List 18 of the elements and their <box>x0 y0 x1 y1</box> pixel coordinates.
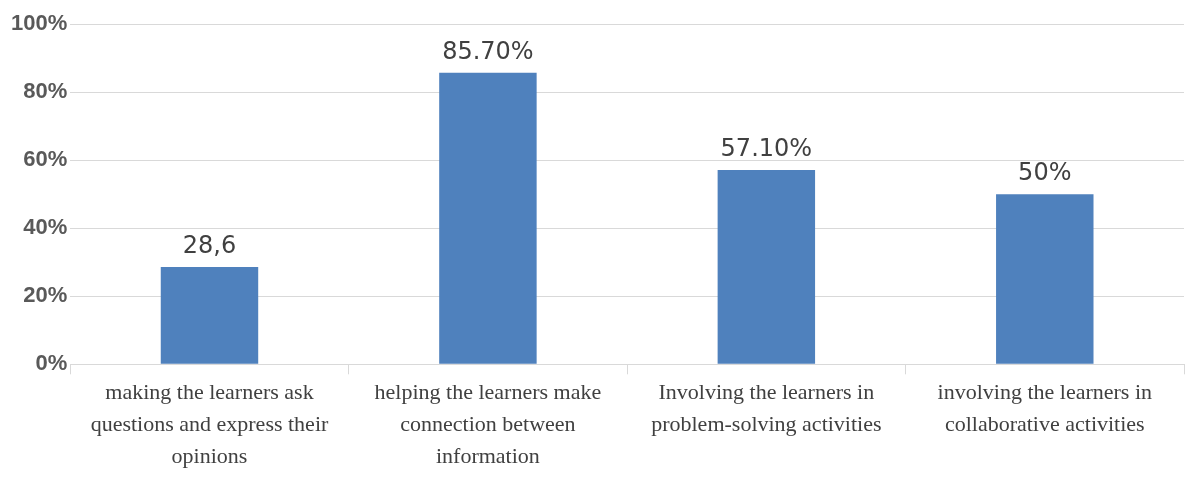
y-tick-label: 80% <box>23 78 68 104</box>
y-tick-label: 20% <box>23 282 68 308</box>
y-tick-label: 0% <box>35 350 68 376</box>
y-tick-label: 60% <box>23 146 68 172</box>
x-tick-label: making the learners ask questions and express their opinions <box>90 379 329 468</box>
bar <box>160 267 259 364</box>
y-tick-label: 40% <box>23 214 68 240</box>
data-label: 85.70% <box>442 37 534 66</box>
data-label: 28,6 <box>182 231 237 260</box>
x-tick-label: involving the learners in collaborative activities <box>937 379 1153 436</box>
bar <box>439 72 537 364</box>
x-tick-label: helping the learners make connection between information <box>374 379 602 468</box>
y-tick-label: 100% <box>10 10 68 36</box>
x-tick-label: Involving the learners in problem-solving activities <box>651 379 882 436</box>
data-label: 50% <box>1018 158 1072 187</box>
bar <box>996 194 1094 364</box>
data-label: 57.10% <box>720 134 813 163</box>
bar <box>717 170 816 364</box>
